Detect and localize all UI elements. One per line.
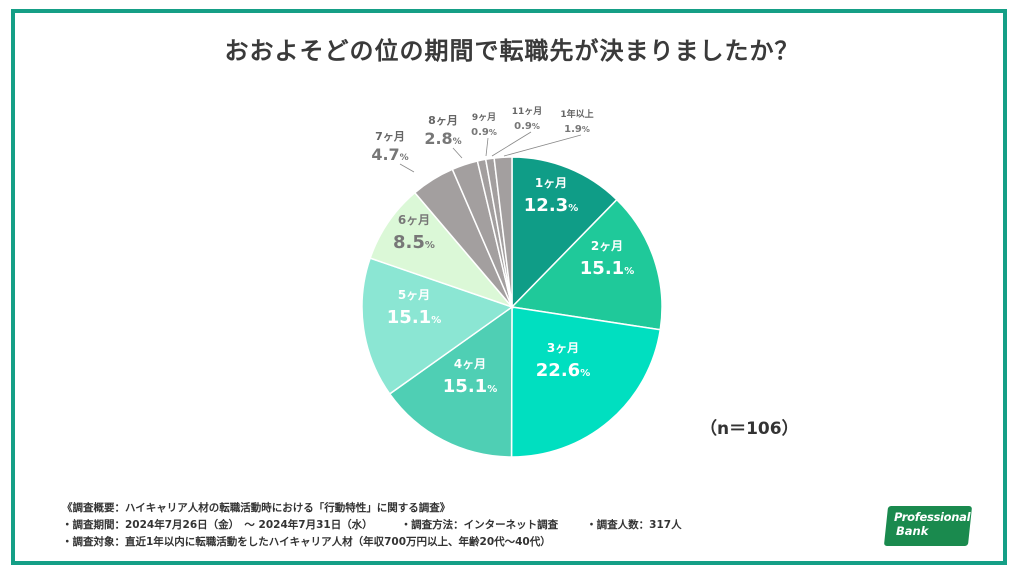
logo-text-line1: Professional	[894, 510, 971, 524]
slice-label-6: 6ヶ月	[398, 213, 430, 227]
pie-slice-1	[511, 156, 618, 309]
pie-slice-11	[493, 156, 513, 308]
slice-value-6: 8.5%	[393, 232, 435, 253]
slice-value-4: 15.1%	[443, 376, 497, 397]
leader-line-9	[485, 137, 489, 157]
slice-label-3: 3ヶ月	[547, 341, 579, 355]
survey-details-row: ・調査期間：2024年7月26日（金） ～ 2024年7月31日（水） ・調査方法…	[62, 517, 682, 534]
slice-value-1: 12.3%	[524, 195, 578, 216]
survey-overview: 《調査概要：ハイキャリア人材の転職活動時における「行動特性」に関する調査》	[62, 502, 451, 514]
slice-value-10: 0.9%	[514, 121, 540, 132]
slice-value-8: 2.8%	[424, 129, 461, 148]
leader-line-7	[399, 163, 415, 173]
slice-label-8: 8ヶ月	[428, 114, 458, 127]
leader-line-8	[452, 147, 463, 159]
chart-title: おおよそどの位の期間で転職先が決まりましたか？	[224, 37, 800, 65]
pie-slice-2	[510, 198, 663, 331]
pie-slice-3	[510, 306, 662, 458]
slice-label-10: 11ヶ月	[512, 106, 543, 117]
survey-count: ・調査人数：317人	[586, 519, 682, 531]
survey-notes: 《調査概要：ハイキャリア人材の転職活動時における「行動特性」に関する調査》 ・調…	[62, 500, 682, 551]
professional-bank-logo: Professional Bank	[883, 500, 974, 550]
slice-label-7: 7ヶ月	[375, 130, 405, 143]
survey-method: ・調査方法：インターネット調査	[400, 519, 559, 531]
slice-value-9: 0.9%	[471, 127, 497, 138]
slice-label-4: 4ヶ月	[454, 357, 486, 371]
slice-value-2: 15.1%	[580, 258, 634, 279]
slice-label-11: 1年以上	[560, 108, 593, 120]
slice-label-1: 1ヶ月	[535, 176, 567, 190]
leader-line-10	[491, 131, 532, 157]
survey-target: ・調査対象：直近1年以内に転職活動をしたハイキャリア人材（年収700万円以上、年…	[62, 536, 551, 548]
slice-value-5: 15.1%	[387, 307, 441, 328]
survey-period: ・調査期間：2024年7月26日（金） ～ 2024年7月31日（水）	[62, 519, 373, 531]
slice-value-7: 4.7%	[371, 145, 408, 164]
slice-label-2: 2ヶ月	[591, 239, 623, 253]
slice-label-5: 5ヶ月	[398, 288, 430, 302]
logo-text-line2: Bank	[896, 524, 929, 538]
pie-slice-4	[388, 305, 513, 458]
sample-size-label: （n＝106）	[700, 419, 799, 439]
slice-label-9: 9ヶ月	[472, 112, 496, 123]
leader-line-11	[503, 134, 582, 157]
slice-value-11: 1.9%	[564, 124, 590, 135]
slice-value-3: 22.6%	[536, 360, 590, 381]
pie-slice-5	[361, 257, 514, 395]
